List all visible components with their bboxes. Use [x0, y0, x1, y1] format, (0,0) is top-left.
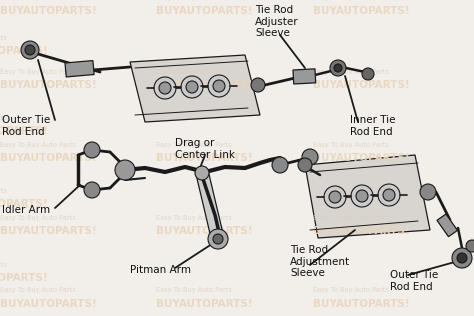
Bar	[65, 61, 94, 77]
Circle shape	[334, 64, 342, 72]
Text: TOPARTS!: TOPARTS!	[0, 199, 48, 209]
Text: Easy To Buy Auto Parts: Easy To Buy Auto Parts	[156, 215, 232, 221]
Circle shape	[362, 68, 374, 80]
Text: BUYAUTOPARTS!: BUYAUTOPARTS!	[156, 299, 253, 308]
Bar	[293, 69, 316, 84]
Text: BUYAUTOPARTS!: BUYAUTOPARTS!	[0, 153, 97, 163]
Circle shape	[466, 240, 474, 252]
Text: Tie Rod
Adjustment
Sleeve: Tie Rod Adjustment Sleeve	[290, 245, 350, 278]
Circle shape	[154, 77, 176, 99]
Circle shape	[181, 76, 203, 98]
Circle shape	[298, 158, 312, 172]
Text: Easy To Buy Auto Parts: Easy To Buy Auto Parts	[313, 69, 389, 75]
Circle shape	[84, 182, 100, 198]
Circle shape	[378, 184, 400, 206]
Circle shape	[159, 82, 171, 94]
Text: BUYAUTOPARTS!: BUYAUTOPARTS!	[156, 226, 253, 236]
Text: BUYAUTOPARTS!: BUYAUTOPARTS!	[313, 81, 410, 90]
Text: Drag or
Center Link: Drag or Center Link	[175, 138, 235, 160]
Text: BUYAUTOPARTS!: BUYAUTOPARTS!	[156, 81, 253, 90]
Circle shape	[21, 41, 39, 59]
Circle shape	[452, 248, 472, 268]
Text: Easy To Buy Auto Parts: Easy To Buy Auto Parts	[313, 0, 389, 1]
Text: Easy To Buy Auto Parts: Easy To Buy Auto Parts	[313, 215, 389, 221]
Text: BUYAUTOPARTS!: BUYAUTOPARTS!	[313, 226, 410, 236]
Text: BUYAUTOPARTS!: BUYAUTOPARTS!	[156, 153, 253, 163]
Circle shape	[356, 190, 368, 202]
Circle shape	[208, 75, 230, 97]
Circle shape	[84, 142, 100, 158]
Text: Easy To Buy Auto Parts: Easy To Buy Auto Parts	[156, 0, 232, 1]
Circle shape	[272, 157, 288, 173]
Text: Easy To Buy Auto Parts: Easy To Buy Auto Parts	[0, 69, 76, 75]
Bar	[437, 214, 457, 237]
Text: Inner Tie
Rod End: Inner Tie Rod End	[350, 115, 395, 137]
Text: Easy To Buy Auto Parts: Easy To Buy Auto Parts	[0, 0, 76, 1]
Text: TOPARTS!: TOPARTS!	[0, 46, 48, 56]
Circle shape	[213, 234, 223, 244]
Text: BUYAUTOPARTS!: BUYAUTOPARTS!	[0, 81, 97, 90]
Polygon shape	[305, 155, 430, 238]
Circle shape	[329, 191, 341, 203]
Text: BUYAUTOPARTS!: BUYAUTOPARTS!	[313, 6, 410, 16]
Text: Parts: Parts	[0, 115, 7, 121]
Circle shape	[25, 45, 35, 55]
Circle shape	[420, 184, 436, 200]
Text: Tie Rod
Adjuster
Sleeve: Tie Rod Adjuster Sleeve	[255, 5, 299, 38]
Text: Pitman Arm: Pitman Arm	[130, 265, 191, 275]
Text: Outer Tie
Rod End: Outer Tie Rod End	[390, 270, 438, 292]
Text: Easy To Buy Auto Parts: Easy To Buy Auto Parts	[313, 287, 389, 293]
Text: Easy To Buy Auto Parts: Easy To Buy Auto Parts	[0, 142, 76, 148]
Circle shape	[186, 81, 198, 93]
Text: Easy To Buy Auto Parts: Easy To Buy Auto Parts	[313, 142, 389, 148]
Text: BUYAUTOPARTS!: BUYAUTOPARTS!	[0, 226, 97, 236]
Circle shape	[457, 253, 467, 263]
Polygon shape	[130, 55, 260, 122]
Circle shape	[115, 160, 135, 180]
Circle shape	[208, 229, 228, 249]
Circle shape	[302, 149, 318, 165]
Text: TOPARTS!: TOPARTS!	[0, 273, 48, 283]
Circle shape	[195, 166, 209, 180]
Text: BUYAUTOPARTS!: BUYAUTOPARTS!	[313, 299, 410, 308]
Text: Parts: Parts	[0, 34, 7, 40]
Text: Parts: Parts	[0, 262, 7, 268]
Text: BUYAUTOPARTS!: BUYAUTOPARTS!	[0, 6, 97, 16]
Text: Parts: Parts	[0, 188, 7, 194]
Circle shape	[351, 185, 373, 207]
Text: Easy To Buy Auto Parts: Easy To Buy Auto Parts	[0, 287, 76, 293]
Text: Easy To Buy Auto Parts: Easy To Buy Auto Parts	[156, 69, 232, 75]
Text: TOPARTS!: TOPARTS!	[0, 126, 48, 136]
Circle shape	[251, 78, 265, 92]
Text: Easy To Buy Auto Parts: Easy To Buy Auto Parts	[0, 215, 76, 221]
Polygon shape	[195, 170, 225, 242]
Text: Easy To Buy Auto Parts: Easy To Buy Auto Parts	[156, 287, 232, 293]
Text: Easy To Buy Auto Parts: Easy To Buy Auto Parts	[156, 142, 232, 148]
Text: Outer Tie
Rod End: Outer Tie Rod End	[2, 115, 50, 137]
Text: BUYAUTOPARTS!: BUYAUTOPARTS!	[0, 299, 97, 308]
Text: BUYAUTOPARTS!: BUYAUTOPARTS!	[156, 6, 253, 16]
Circle shape	[213, 80, 225, 92]
Circle shape	[330, 60, 346, 76]
Circle shape	[324, 186, 346, 208]
Circle shape	[383, 189, 395, 201]
Text: BUYAUTOPARTS!: BUYAUTOPARTS!	[313, 153, 410, 163]
Text: Idler Arm: Idler Arm	[2, 205, 50, 215]
